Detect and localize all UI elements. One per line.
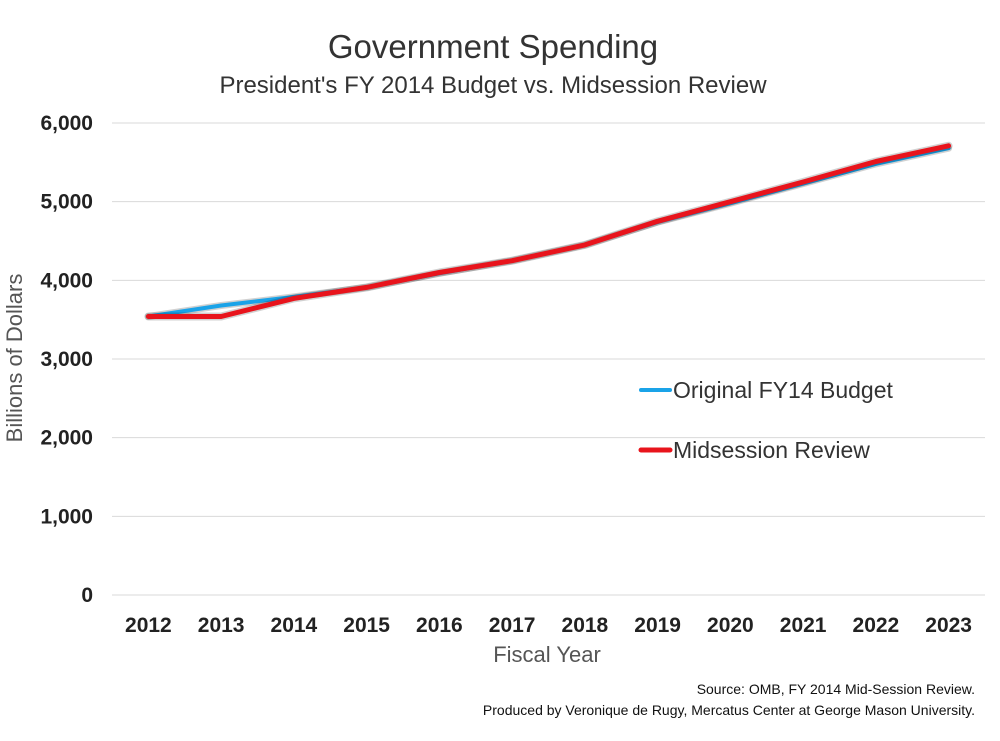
y-tick-label: 2,000 (40, 427, 93, 450)
legend-background (620, 422, 920, 436)
x-tick-label: 2021 (780, 614, 827, 637)
x-tick-label: 2013 (198, 614, 245, 637)
legend: Original FY14 Budget Midsession Review (620, 377, 920, 463)
chart-title: Government Spending (328, 28, 658, 65)
y-tick-label: 0 (81, 584, 93, 607)
source-note-line-1: Source: OMB, FY 2014 Mid-Session Review. (697, 681, 975, 697)
x-tick-label: 2019 (634, 614, 681, 637)
x-tick-label: 2020 (707, 614, 754, 637)
x-tick-label: 2012 (125, 614, 172, 637)
y-tick-label: 6,000 (40, 112, 93, 135)
y-axis-label: Billions of Dollars (2, 274, 27, 443)
x-axis-ticks: 2012 2013 2014 2015 2016 2017 2018 2019 2020 2021… (125, 614, 972, 637)
series-line-midsession (145, 143, 952, 319)
legend-label-original: Original FY14 Budget (673, 377, 894, 403)
y-tick-label: 1,000 (40, 505, 93, 528)
y-axis-ticks: 0 1,000 2,000 3,000 4,000 5,000 6,000 (40, 112, 93, 607)
chart-subtitle: President's FY 2014 Budget vs. Midsessio… (219, 72, 767, 99)
series-line-shadow (144, 141, 953, 321)
x-tick-label: 2014 (271, 614, 318, 637)
x-tick-label: 2018 (562, 614, 609, 637)
x-tick-label: 2022 (853, 614, 900, 637)
x-tick-label: 2017 (489, 614, 536, 637)
y-tick-label: 4,000 (40, 269, 93, 292)
x-tick-label: 2016 (416, 614, 463, 637)
legend-label-midsession: Midsession Review (673, 437, 870, 463)
source-note-line-2: Produced by Veronique de Rugy, Mercatus … (483, 702, 975, 718)
x-tick-label: 2015 (343, 614, 390, 637)
y-tick-label: 5,000 (40, 191, 93, 214)
gridlines (112, 122, 985, 596)
series-lines (144, 141, 953, 321)
y-tick-label: 3,000 (40, 348, 93, 371)
x-axis-label: Fiscal Year (493, 642, 601, 667)
x-tick-label: 2023 (925, 614, 972, 637)
